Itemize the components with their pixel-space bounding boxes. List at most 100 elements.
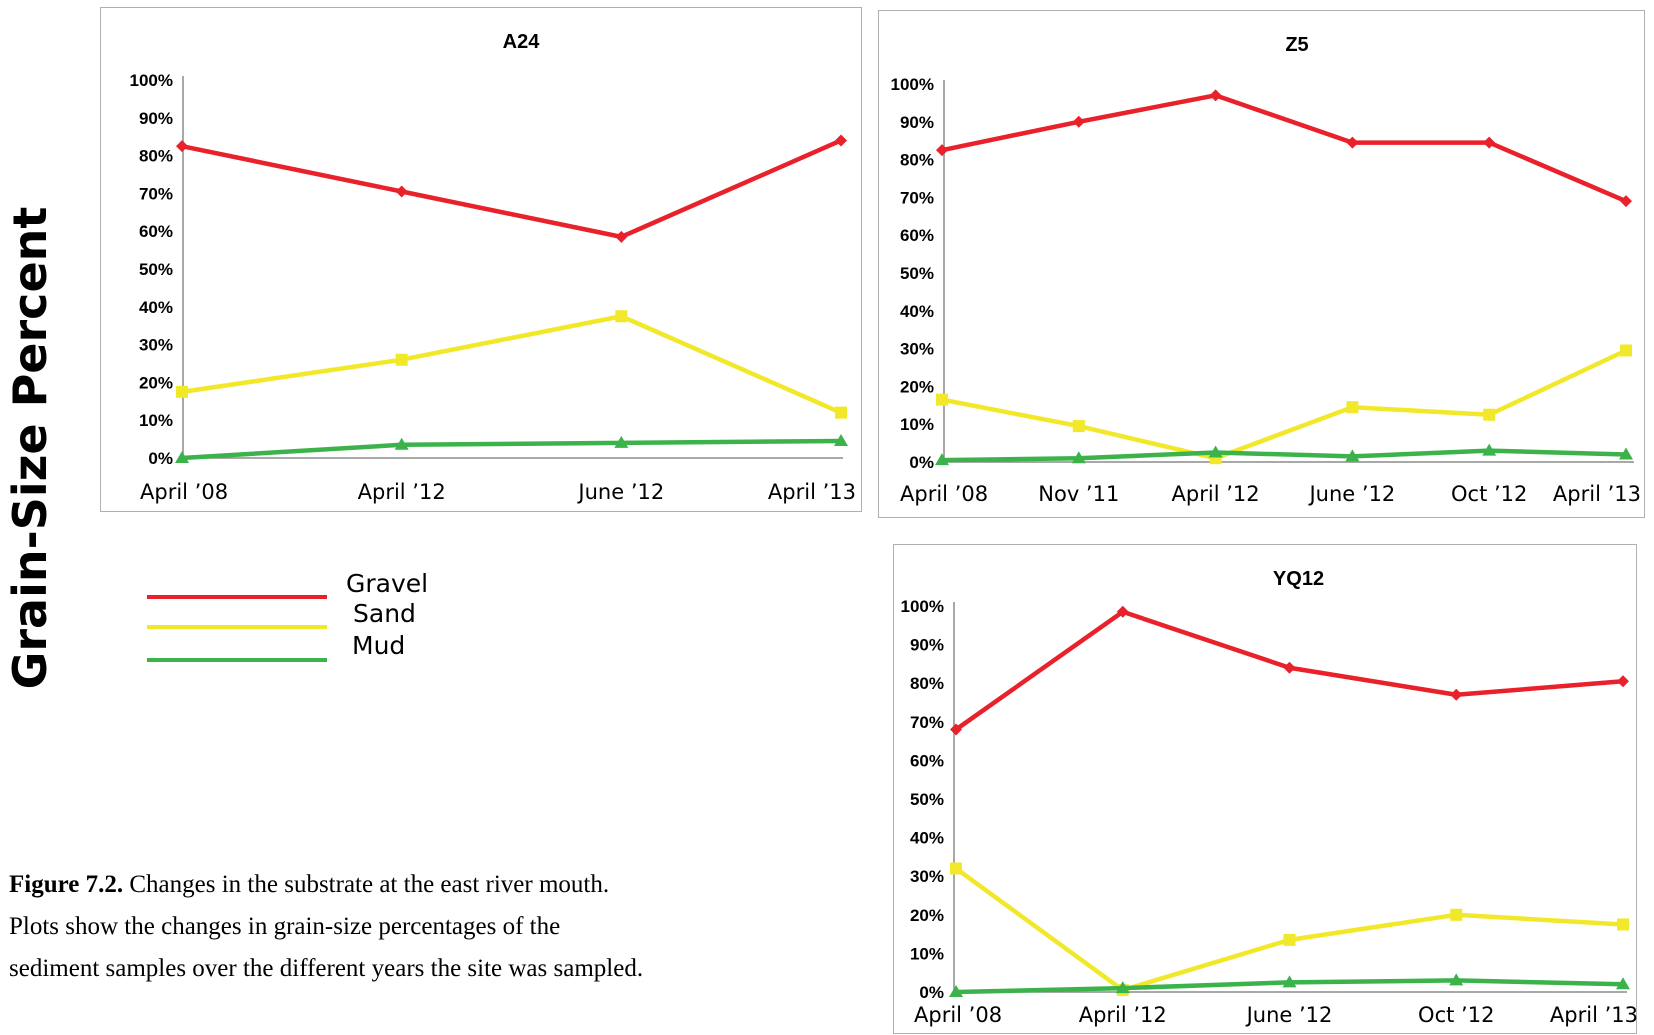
y-axis-title: Grain-Size Percent xyxy=(3,207,57,690)
data-point-sand xyxy=(1283,933,1296,946)
legend-label-mud: Mud xyxy=(352,631,405,660)
y-tick-label: 50% xyxy=(139,260,173,279)
y-tick-label: 90% xyxy=(139,109,173,128)
y-axis-title-text: Grain-Size Percent xyxy=(3,207,57,690)
x-tick-label: Oct ’12 xyxy=(1418,1003,1494,1027)
data-point-gravel xyxy=(615,230,628,243)
series-line-mud xyxy=(181,438,842,461)
y-tick-label: 30% xyxy=(910,867,944,886)
caption-label: Figure 7.2. xyxy=(9,871,124,898)
y-tick-label: 70% xyxy=(900,188,934,207)
y-tick-label: 80% xyxy=(139,147,173,166)
caption-line-1: Figure 7.2. Changes in the substrate at … xyxy=(9,864,849,906)
data-point-gravel xyxy=(1450,688,1463,701)
y-tick-label: 40% xyxy=(910,829,944,848)
data-point-sand xyxy=(1072,420,1085,433)
y-tick-label: 10% xyxy=(910,944,944,963)
data-point-gravel xyxy=(176,140,188,153)
x-tick-label: April ’12 xyxy=(1079,1003,1167,1027)
data-point-gravel xyxy=(1209,89,1222,102)
y-tick-label: 100% xyxy=(130,71,173,90)
legend-label-gravel: Gravel xyxy=(346,569,428,598)
series-line-sand xyxy=(181,314,842,415)
y-tick-label: 70% xyxy=(910,713,944,732)
data-point-mud xyxy=(614,435,629,448)
data-point-mud xyxy=(1115,981,1130,994)
y-tick-label: 90% xyxy=(910,636,944,655)
x-tick-label: April ’12 xyxy=(358,480,446,504)
y-tick-label: 60% xyxy=(900,226,934,245)
data-point-sand xyxy=(615,310,628,323)
y-tick-label: 60% xyxy=(910,751,944,770)
x-tick-label: June ’12 xyxy=(1245,1003,1333,1027)
data-point-gravel xyxy=(1620,195,1632,208)
x-tick-label: June ’12 xyxy=(1307,482,1395,506)
y-tick-label: 50% xyxy=(910,790,944,809)
y-tick-label: 60% xyxy=(139,222,173,241)
y-tick-label: 20% xyxy=(900,377,934,396)
data-point-sand xyxy=(1617,918,1629,931)
data-point-mud xyxy=(1616,977,1630,990)
data-point-sand xyxy=(1346,401,1359,414)
series-line-sand xyxy=(941,348,1627,461)
chart-a24: A24 0% 10% 20% 30% 40% 50% 60% 70% 80% 90% 100% Apri… xyxy=(130,31,856,504)
x-tick-label: Oct ’12 xyxy=(1451,482,1527,506)
data-point-gravel xyxy=(1072,115,1085,128)
data-point-gravel xyxy=(835,134,847,147)
y-tick-label: 30% xyxy=(900,340,934,359)
data-point-mud xyxy=(949,985,963,997)
y-tick-label: 0% xyxy=(148,449,173,468)
y-tick-label: 80% xyxy=(910,674,944,693)
data-point-gravel xyxy=(1483,136,1496,149)
chart-title: A24 xyxy=(503,31,541,53)
y-tick-label: 10% xyxy=(139,411,173,430)
chart-panel-a24: A24 0% 10% 20% 30% 40% 50% 60% 70% 80% 90% 100% Apri… xyxy=(100,7,862,512)
y-tick-label: 40% xyxy=(139,298,173,317)
data-point-mud xyxy=(175,451,189,463)
data-point-mud xyxy=(1449,973,1464,986)
data-point-sand xyxy=(395,353,408,366)
x-tick-label: April ’08 xyxy=(914,1003,1002,1027)
caption-line-3: sediment samples over the different year… xyxy=(9,955,644,982)
data-point-gravel xyxy=(950,723,962,736)
data-point-gravel xyxy=(395,185,408,198)
chart-panel-z5: Z5 0% 10% 20% 30% 40% 50% 60% 70% 80% 90% 100% April… xyxy=(878,10,1645,518)
data-point-sand xyxy=(1620,344,1632,357)
x-tick-label: Nov ’11 xyxy=(1038,482,1119,506)
y-tick-label: 70% xyxy=(139,184,173,203)
data-point-gravel xyxy=(1283,661,1296,674)
series-line-mud xyxy=(941,448,1627,463)
data-point-mud xyxy=(1619,447,1633,460)
chart-z5: Z5 0% 10% 20% 30% 40% 50% 60% 70% 80% 90% 100% April… xyxy=(891,34,1641,506)
data-point-mud xyxy=(394,437,409,450)
caption-line-2: Plots show the changes in grain-size per… xyxy=(9,913,561,940)
y-tick-label: 10% xyxy=(900,415,934,434)
data-point-gravel xyxy=(1116,605,1129,618)
x-tick-label: April ’12 xyxy=(1172,482,1260,506)
series-line-gravel xyxy=(181,138,842,240)
y-tick-label: 20% xyxy=(910,906,944,925)
y-tick-label: 30% xyxy=(139,336,173,355)
y-tick-label: 80% xyxy=(900,151,934,170)
series-line-sand xyxy=(954,866,1624,993)
data-point-gravel xyxy=(1346,136,1359,149)
chart-title: YQ12 xyxy=(1273,568,1324,590)
y-tick-label: 90% xyxy=(900,113,934,132)
series-line-gravel xyxy=(941,93,1627,204)
data-point-sand xyxy=(835,406,847,419)
y-tick-label: 100% xyxy=(891,75,934,94)
x-tick-label: April ’13 xyxy=(768,480,856,504)
y-tick-label: 20% xyxy=(139,373,173,392)
chart-title: Z5 xyxy=(1285,34,1308,56)
x-tick-label: June ’12 xyxy=(576,480,664,504)
data-point-mud xyxy=(1282,975,1297,988)
caption-text-1: Changes in the substrate at the east riv… xyxy=(123,871,610,898)
data-point-sand xyxy=(950,862,962,875)
data-point-mud xyxy=(1482,443,1497,456)
data-point-mud xyxy=(1071,451,1086,464)
legend: Gravel Sand Mud xyxy=(147,569,428,662)
y-tick-label: 100% xyxy=(901,597,944,616)
x-tick-label: April ’13 xyxy=(1553,482,1641,506)
data-point-sand xyxy=(1483,408,1496,421)
y-tick-label: 40% xyxy=(900,302,934,321)
